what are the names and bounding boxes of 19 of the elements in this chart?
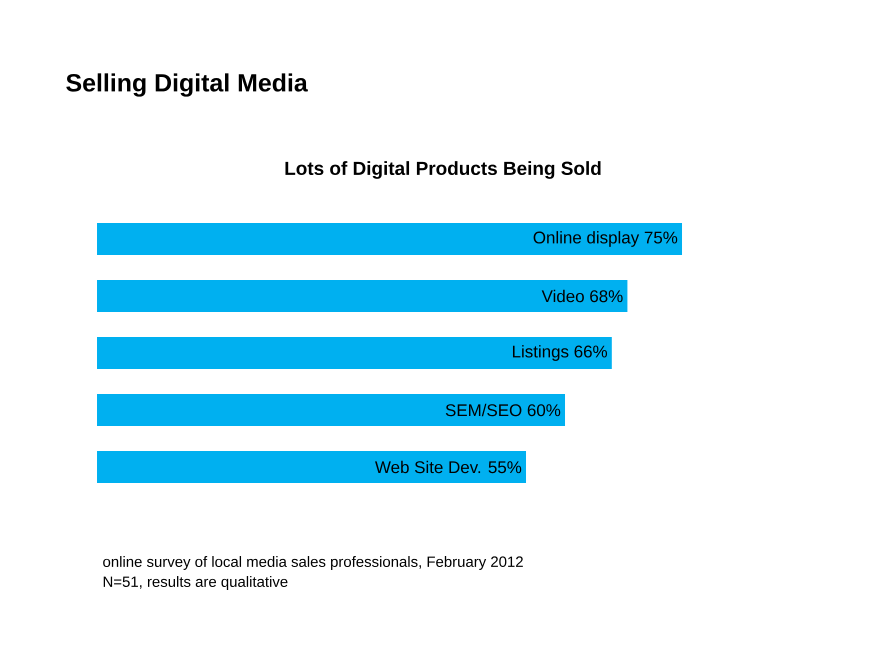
bar <box>97 280 628 312</box>
bar <box>97 451 526 484</box>
y-tick-label: Web Site Dev. <box>375 460 480 474</box>
data-label: 66% <box>574 346 607 358</box>
y-tick-label: SEM/SEO <box>446 404 522 416</box>
bar <box>97 337 612 370</box>
y-tick-label: Listings <box>512 345 568 361</box>
y-tick-label: Online display <box>534 231 640 247</box>
y-tick-label: Video <box>542 290 584 302</box>
bar <box>97 223 682 255</box>
text: online survey of local media sales professionals, February 2012 <box>103 556 523 570</box>
text: N=51, results are qualitative <box>104 576 288 590</box>
bar <box>97 394 566 426</box>
data-label: 55% <box>488 461 522 474</box>
data-label: 68% <box>590 290 623 302</box>
data-label: 60% <box>528 404 560 416</box>
data-label: 75% <box>644 232 678 244</box>
chart-subtitle: Lots of Digital Products Being Sold <box>285 161 601 179</box>
chart-title: Selling Digital Media <box>66 73 308 97</box>
